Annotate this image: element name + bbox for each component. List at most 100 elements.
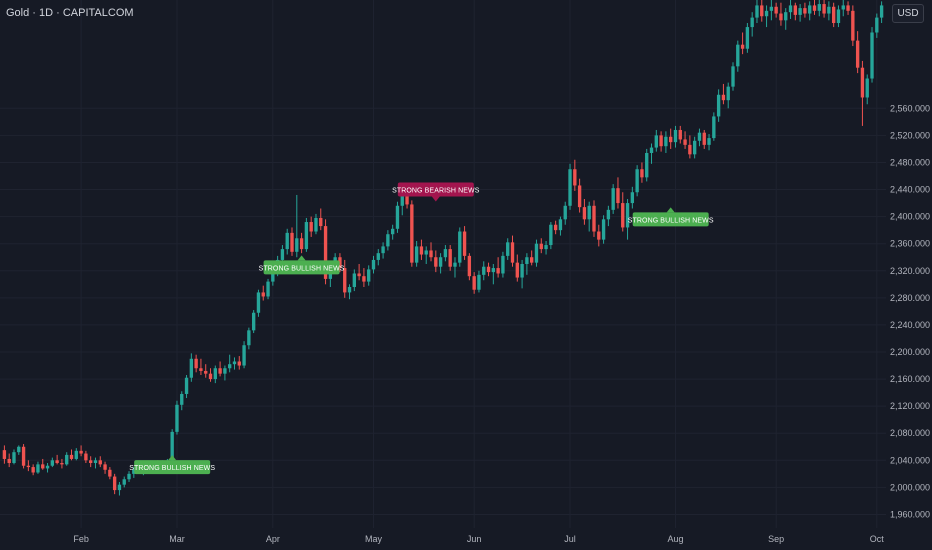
candle xyxy=(563,201,567,225)
time-tick-label: Aug xyxy=(667,534,683,544)
candle xyxy=(228,354,232,373)
candle-body xyxy=(486,266,491,273)
candle xyxy=(745,23,750,53)
candle xyxy=(31,464,35,476)
candle xyxy=(506,238,510,260)
candle xyxy=(376,249,380,266)
bullish-news-label[interactable]: STRONG BULLISH NEWS xyxy=(259,255,345,275)
time-axis-panel[interactable] xyxy=(0,528,932,550)
candle-body xyxy=(31,467,35,473)
candle-body xyxy=(846,5,850,11)
candle xyxy=(549,222,553,250)
candle-body xyxy=(865,78,869,98)
price-tick-label: 2,520.000 xyxy=(890,130,930,140)
label-pointer-up xyxy=(168,455,177,461)
candle-body xyxy=(60,463,64,465)
candle-body xyxy=(458,231,462,263)
candle-body xyxy=(443,249,448,258)
candle xyxy=(716,89,721,122)
candle xyxy=(530,250,534,266)
annotations-layer: STRONG BULLISH NEWS STRONG BULLISH NEWS ST… xyxy=(129,182,714,475)
candle-body xyxy=(299,238,304,250)
candle xyxy=(491,264,496,285)
candle xyxy=(122,476,126,488)
candle-body xyxy=(649,147,654,153)
bullish-news-label[interactable]: STRONG BULLISH NEWS xyxy=(628,207,714,227)
candle xyxy=(410,200,414,267)
candle-body xyxy=(539,243,543,250)
candle-body xyxy=(12,452,16,464)
candle-body xyxy=(851,10,855,41)
candle xyxy=(467,253,472,281)
candle xyxy=(357,264,361,281)
candle xyxy=(558,216,563,236)
candle xyxy=(424,246,428,264)
candle xyxy=(472,272,476,294)
candle xyxy=(664,131,668,153)
candle xyxy=(352,269,356,292)
time-tick-label: Apr xyxy=(266,534,280,544)
candle-body xyxy=(577,185,582,208)
candle xyxy=(2,445,7,464)
candle-body xyxy=(323,226,328,279)
candle-body xyxy=(352,273,356,288)
candle-body xyxy=(491,268,496,273)
candle xyxy=(218,361,222,377)
candle xyxy=(17,445,21,455)
candle-body xyxy=(290,232,294,252)
candle-body xyxy=(841,5,845,10)
candle xyxy=(582,199,587,225)
candle xyxy=(299,232,304,254)
candle-body xyxy=(184,377,189,394)
candle xyxy=(285,228,289,255)
price-axis-panel[interactable] xyxy=(886,0,932,550)
candle-body xyxy=(74,450,78,459)
candle xyxy=(525,253,529,275)
candle-body xyxy=(251,312,256,331)
bearish-news-label[interactable]: STRONG BEARISH NEWS xyxy=(392,182,480,202)
candle-body xyxy=(553,224,558,231)
candle-body xyxy=(319,217,323,227)
candle-body xyxy=(89,460,93,464)
currency-selector-button[interactable]: USD xyxy=(892,4,924,23)
candle xyxy=(98,456,102,468)
candle-body xyxy=(678,129,682,140)
candle xyxy=(510,235,515,267)
candle xyxy=(827,1,831,21)
candle-body xyxy=(803,8,807,14)
candle xyxy=(726,82,730,109)
candle-body xyxy=(721,94,726,101)
candle-body xyxy=(506,242,510,256)
candle xyxy=(69,449,74,461)
label-text: STRONG BEARISH NEWS xyxy=(392,188,480,195)
candle xyxy=(12,449,16,465)
candle-body xyxy=(237,361,241,366)
candle-body xyxy=(630,192,635,204)
candle-body xyxy=(558,219,563,231)
candle xyxy=(774,2,778,18)
candle xyxy=(438,253,443,274)
candle-body xyxy=(870,32,874,79)
candle-body xyxy=(769,6,774,11)
candle-body xyxy=(836,9,841,24)
candle-body xyxy=(50,460,55,466)
candle-body xyxy=(472,276,476,290)
candle-body xyxy=(434,257,438,267)
candle-body xyxy=(414,246,419,263)
candle xyxy=(419,239,424,260)
candle-body xyxy=(467,255,472,277)
candle-body xyxy=(79,450,83,454)
candle xyxy=(247,327,251,350)
candle-body xyxy=(122,479,126,485)
candle xyxy=(750,12,754,37)
candle xyxy=(793,2,797,21)
symbol-title[interactable]: Gold · 1D · CAPITALCOM xyxy=(6,7,134,19)
candle xyxy=(654,129,658,152)
price-tick-label: 2,280.000 xyxy=(890,293,930,303)
candle-body xyxy=(112,476,117,491)
bullish-news-label[interactable]: STRONG BULLISH NEWS xyxy=(129,455,215,475)
candle xyxy=(875,13,879,38)
candle xyxy=(788,0,793,19)
